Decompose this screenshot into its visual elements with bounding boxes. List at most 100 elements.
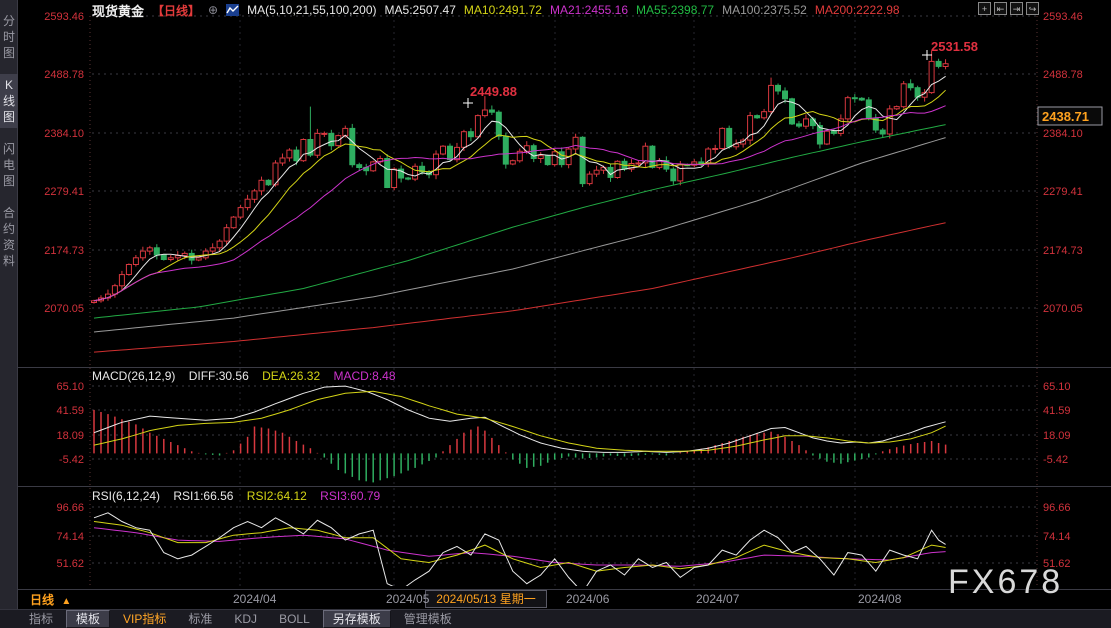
y-axis-label: 74.14 bbox=[1043, 531, 1071, 543]
candle-body bbox=[900, 83, 907, 108]
bottom-toolbar: 指标 模板 VIP指标 标准 KDJ BOLL 另存模板 管理模板 bbox=[0, 609, 1111, 628]
candle-body bbox=[321, 132, 328, 135]
manage-template-button[interactable]: 管理模板 bbox=[403, 612, 452, 626]
candle-body bbox=[858, 97, 865, 101]
candle-body bbox=[733, 143, 740, 148]
candle-body bbox=[384, 158, 391, 188]
candle-body bbox=[91, 300, 97, 303]
rsi-panel[interactable] bbox=[93, 512, 946, 593]
candle-body bbox=[286, 149, 293, 159]
price-annotation: 2531.58 bbox=[931, 39, 978, 54]
candle-body bbox=[125, 264, 132, 275]
ma5-value: MA5:2507.47 bbox=[384, 3, 456, 17]
candle-body bbox=[642, 145, 649, 164]
series-line bbox=[93, 75, 946, 302]
candle-body bbox=[593, 169, 600, 175]
candle-body bbox=[391, 168, 398, 189]
y-axis-label: 41.59 bbox=[56, 405, 84, 417]
candle-body bbox=[768, 84, 775, 113]
candle-body bbox=[872, 117, 879, 131]
candle-body bbox=[111, 285, 118, 295]
x-axis-month-label: 2024/07 bbox=[696, 592, 740, 606]
y-axis-label: 2384.10 bbox=[1043, 128, 1083, 140]
vip-indicator-button[interactable]: VIP指标 bbox=[123, 612, 167, 626]
add-overlay-icon[interactable]: ⊕ bbox=[208, 3, 219, 17]
y-axis-label: 65.10 bbox=[1043, 381, 1071, 393]
candle-body bbox=[544, 155, 551, 166]
series-line bbox=[93, 124, 946, 319]
indicator-button[interactable]: 指标 bbox=[29, 612, 54, 626]
candle-body bbox=[460, 131, 467, 148]
symbol-name: 现货黄金 bbox=[92, 3, 145, 19]
price-panel[interactable]: 2449.88 2531.58 bbox=[91, 39, 979, 353]
series-line bbox=[93, 512, 946, 586]
candle-body bbox=[370, 161, 377, 172]
crosshair-date-readout: 2024/05/13 星期一 bbox=[425, 590, 547, 608]
candle-body bbox=[328, 132, 335, 147]
candle-body bbox=[293, 149, 300, 162]
macd-panel-label: MACD(26,12,9) DIFF:30.56 DEA:26.32 MACD:… bbox=[92, 369, 406, 383]
candlestick-chart-canvas[interactable]: 2449.88 2531.58 2593.46 2593.46 2488.78 2488.… bbox=[0, 0, 1111, 610]
candle-body bbox=[167, 257, 174, 260]
y-axis-label: -5.42 bbox=[59, 454, 84, 466]
candle-body bbox=[879, 129, 886, 135]
y-axis-label: 2174.73 bbox=[1043, 245, 1083, 257]
period-tag: 【日线】 bbox=[152, 3, 201, 18]
y-axis-label: 2279.41 bbox=[1043, 186, 1083, 198]
candle-body bbox=[893, 106, 900, 110]
candle-body bbox=[447, 145, 453, 161]
candle-body bbox=[279, 157, 286, 164]
candle-body bbox=[782, 90, 788, 100]
candle-body bbox=[516, 150, 523, 162]
candle-body bbox=[223, 227, 230, 242]
candle-body bbox=[830, 130, 837, 134]
y-axis-label: 96.66 bbox=[56, 502, 84, 514]
candle-body bbox=[761, 111, 768, 119]
zoom-x-left-icon[interactable]: ⇤ bbox=[994, 2, 1007, 15]
candle-body bbox=[314, 132, 321, 156]
boll-button[interactable]: BOLL bbox=[279, 612, 310, 626]
candle-body bbox=[412, 165, 419, 180]
candle-body bbox=[942, 63, 949, 68]
sidebar-item-kline-chart[interactable]: K线图 bbox=[0, 74, 18, 128]
candle-body bbox=[789, 98, 795, 125]
sidebar-item-contract-info[interactable]: 合约资料 bbox=[2, 206, 15, 268]
sidebar-item-lightning-chart[interactable]: 闪电图 bbox=[2, 142, 15, 188]
candle-body bbox=[265, 179, 272, 186]
candle-body bbox=[796, 123, 802, 127]
y-axis-label: 65.10 bbox=[56, 381, 84, 393]
candle-body bbox=[132, 257, 139, 265]
candle-body bbox=[419, 165, 426, 173]
x-axis-month-label: 2024/04 bbox=[233, 592, 277, 606]
macd-panel[interactable] bbox=[93, 385, 947, 483]
kdj-button[interactable]: KDJ bbox=[234, 612, 258, 626]
candle-body bbox=[251, 190, 258, 200]
y-axis-label: 2070.05 bbox=[44, 303, 84, 315]
candle-body bbox=[209, 247, 216, 252]
template-button[interactable]: 模板 bbox=[66, 610, 111, 628]
candle-body bbox=[433, 153, 439, 176]
fx678-watermark: FX678 bbox=[948, 563, 1064, 601]
candle-body bbox=[146, 247, 153, 252]
sidebar-item-time-chart[interactable]: 分时图 bbox=[2, 14, 15, 60]
candle-body bbox=[258, 179, 265, 192]
y-axis-label: 2174.73 bbox=[44, 245, 84, 257]
standard-button[interactable]: 标准 bbox=[188, 612, 213, 626]
candle-body bbox=[698, 161, 705, 165]
restore-icon[interactable]: ↪ bbox=[1026, 2, 1039, 15]
candle-body bbox=[181, 252, 188, 257]
x-axis-month-label: 2024/06 bbox=[566, 592, 610, 606]
candle-body bbox=[719, 127, 726, 149]
series-line bbox=[93, 390, 946, 452]
pan-icon[interactable]: + bbox=[978, 2, 991, 15]
candle-body bbox=[754, 115, 761, 119]
candle-body bbox=[474, 115, 481, 138]
zoom-x-right-icon[interactable]: ⇥ bbox=[1010, 2, 1023, 15]
candle-body bbox=[467, 131, 474, 138]
macd-diff-value: DIFF:30.56 bbox=[188, 369, 249, 383]
save-template-button[interactable]: 另存模板 bbox=[322, 610, 391, 628]
period-selector[interactable]: 日线 ▲ bbox=[30, 591, 71, 608]
macd-hist-value: MACD:8.48 bbox=[333, 369, 396, 383]
candle-body bbox=[160, 254, 167, 260]
